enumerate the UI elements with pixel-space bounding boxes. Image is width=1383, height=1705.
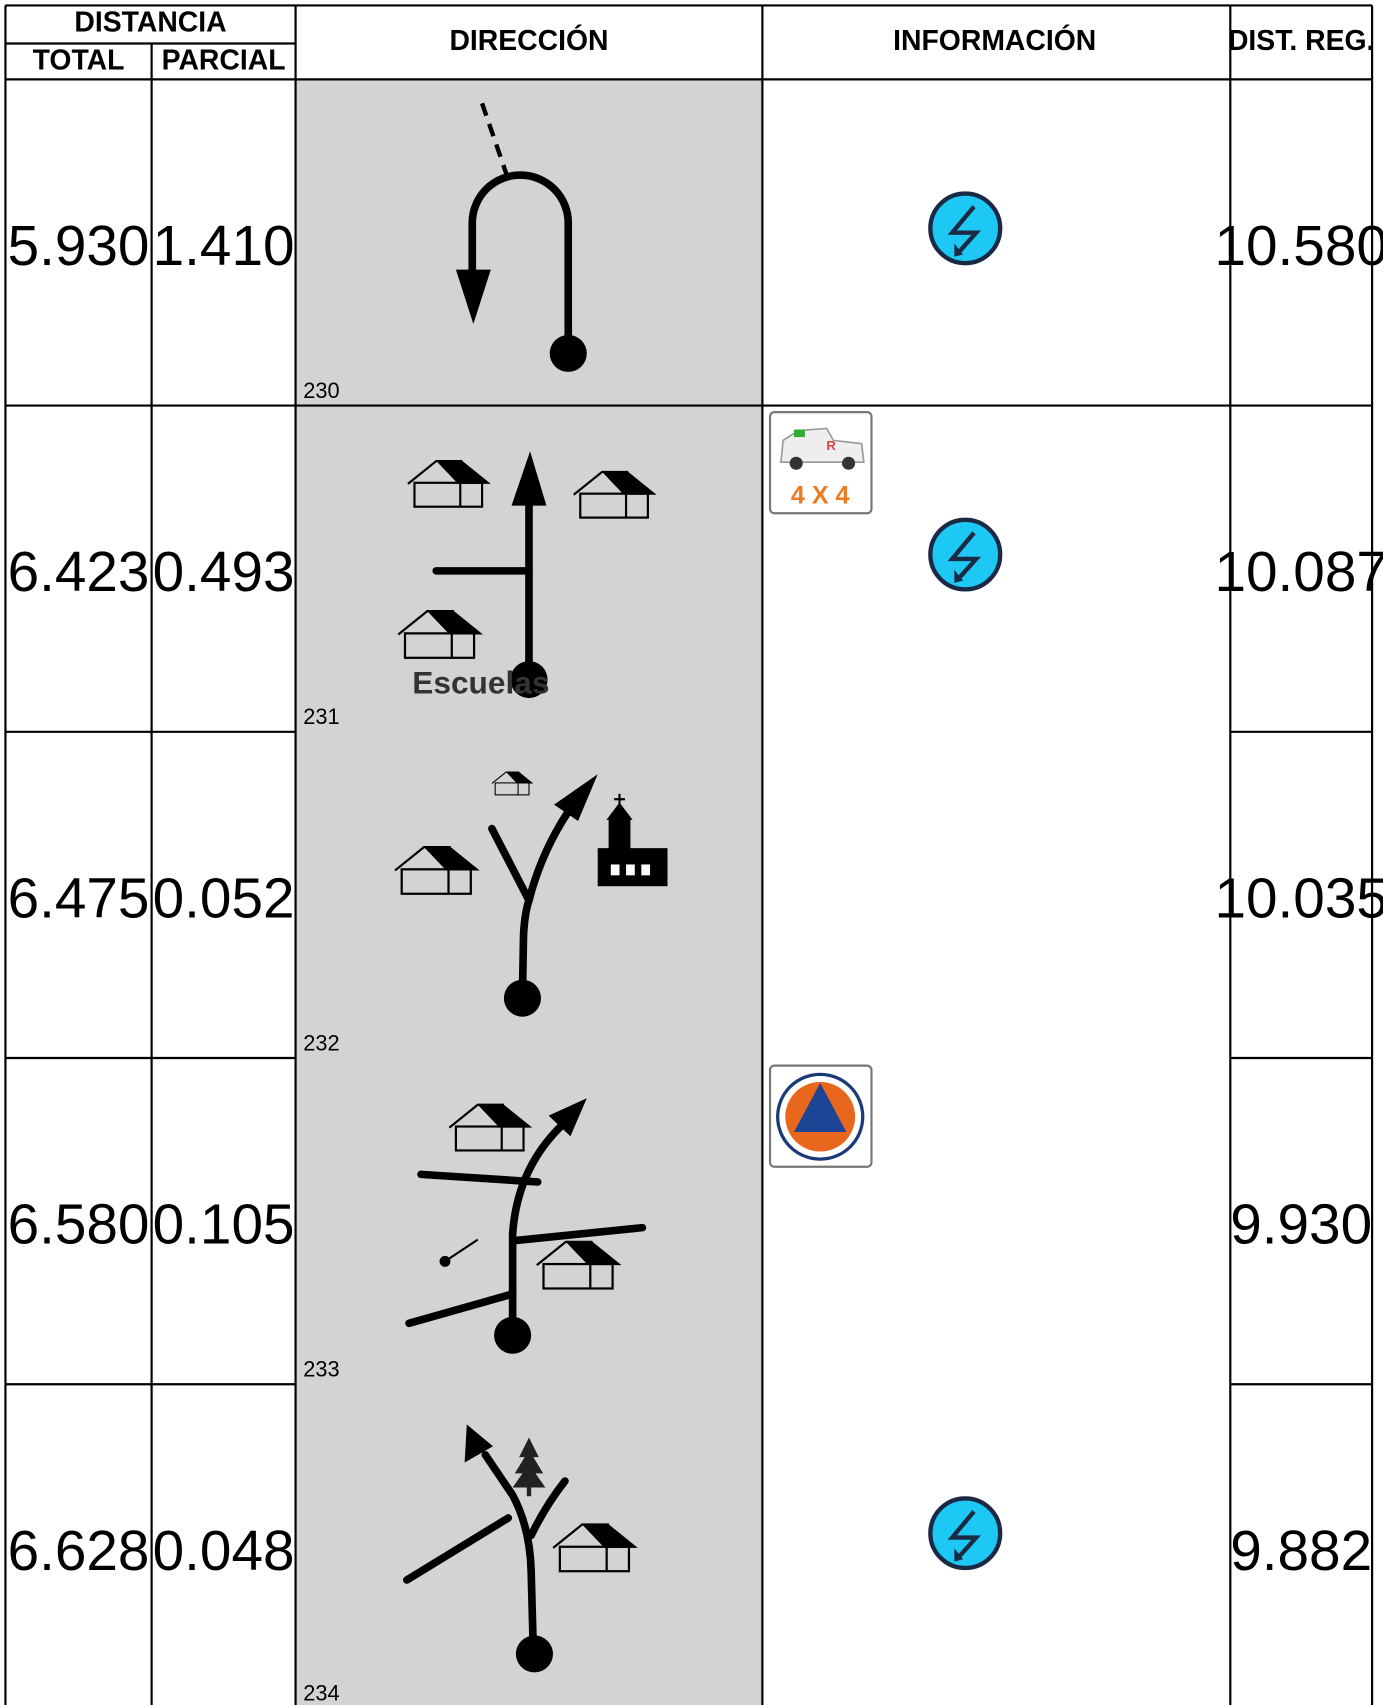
direction-diagram <box>393 771 668 1017</box>
reg-distance: 9.882 <box>1230 1519 1372 1582</box>
reg-distance: 9.930 <box>1230 1193 1372 1256</box>
svg-text:R: R <box>826 438 836 453</box>
direction-diagram <box>397 451 658 699</box>
total: 6.628 <box>8 1519 150 1582</box>
civil-protection-badge <box>768 1064 873 1168</box>
fuel-icon <box>930 1498 1000 1568</box>
place-label: Escuelas <box>412 665 549 701</box>
header-distance: DISTANCIA <box>74 5 226 37</box>
partial: 0.105 <box>153 1193 295 1256</box>
table-grid <box>4 4 1374 1705</box>
header-partial: PARCIAL <box>162 43 286 75</box>
direction-diagram <box>403 1424 639 1673</box>
partial: 0.493 <box>153 540 295 603</box>
vehicle-badge: R 4 X 4 <box>768 411 873 515</box>
header-reg-distance: DIST. REG. <box>1228 24 1374 56</box>
direction-diagram <box>405 1098 647 1354</box>
header-information: INFORMACIÓN <box>893 24 1096 56</box>
reg-distance: 10.580 <box>1214 214 1383 277</box>
total: 6.475 <box>8 867 150 930</box>
total: 5.930 <box>8 214 150 277</box>
direction-diagram <box>455 102 587 372</box>
header-direction: DIRECCIÓN <box>449 24 608 56</box>
step-number: 233 <box>303 1357 339 1382</box>
step-number: 234 <box>303 1681 339 1705</box>
partial: 0.052 <box>153 867 295 930</box>
total: 6.423 <box>8 540 150 603</box>
step-number: 231 <box>303 704 339 729</box>
reg-distance: 10.035 <box>1214 867 1383 930</box>
header-total: TOTAL <box>33 43 125 75</box>
partial: 1.410 <box>153 214 295 277</box>
fuel-icon <box>930 520 1000 590</box>
step-number: 232 <box>303 1030 339 1055</box>
reg-distance: 10.087 <box>1214 540 1383 603</box>
badge-text: 4 X 4 <box>791 481 850 509</box>
fuel-icon <box>930 194 1000 264</box>
step-number: 230 <box>303 378 339 403</box>
partial: 0.048 <box>153 1519 295 1582</box>
total: 6.580 <box>8 1193 150 1256</box>
